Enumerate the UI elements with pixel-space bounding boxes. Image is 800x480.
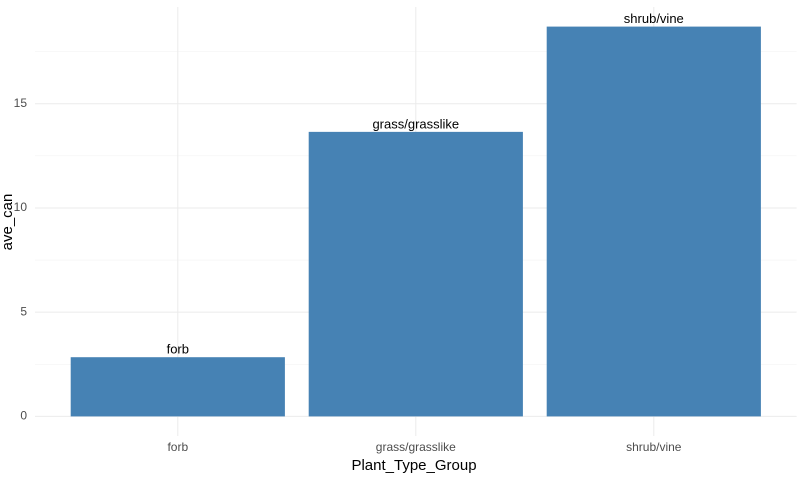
x-tick-label: forb (167, 440, 188, 454)
y-axis-title: ave_can (0, 194, 16, 251)
y-tick-label: 0 (20, 409, 27, 423)
y-tick-label: 5 (20, 304, 27, 318)
bar (70, 357, 285, 417)
bar-label: grass/grasslike (372, 116, 459, 131)
x-axis-title: Plant_Type_Group (351, 457, 476, 474)
y-tick-label: 10 (14, 200, 28, 214)
x-tick-label: grass/grasslike (376, 440, 456, 454)
bar (308, 131, 523, 417)
x-tick-label: shrub/vine (626, 440, 682, 454)
bar-label: forb (167, 342, 189, 357)
bar (546, 26, 761, 417)
y-tick-label: 15 (14, 96, 28, 110)
bar-label: shrub/vine (624, 11, 684, 26)
